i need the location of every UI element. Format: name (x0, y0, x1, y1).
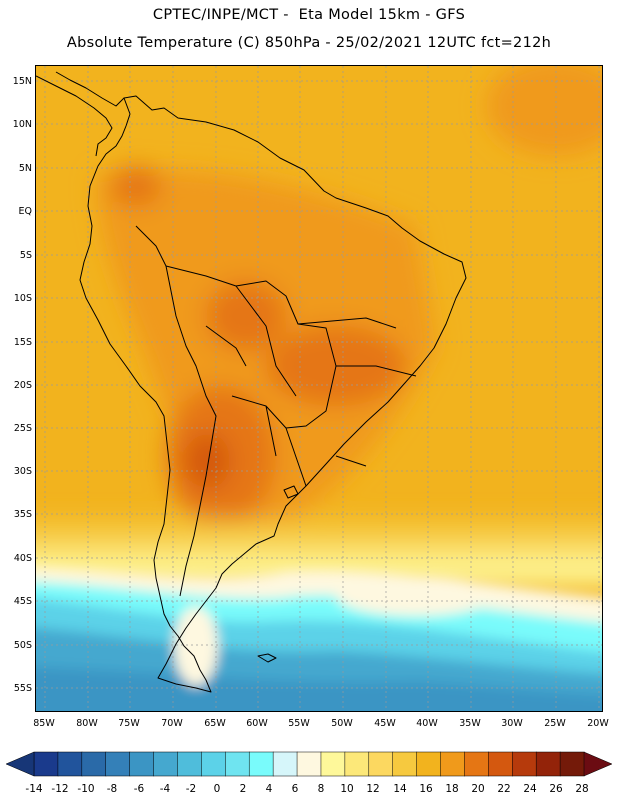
colorbar-label: 24 (523, 783, 537, 795)
map-panel[interactable] (35, 65, 603, 712)
colorbar-cells (33, 751, 585, 777)
central-america-coastline (36, 71, 125, 157)
lon-label: 45W (374, 718, 396, 729)
lon-label: 65W (204, 718, 226, 729)
colorbar-cell (296, 751, 322, 777)
colorbar-label: 18 (445, 783, 459, 795)
lat-label: 10S (13, 293, 32, 304)
colorbar-cell (272, 751, 298, 777)
colorbar-label: -4 (159, 783, 171, 795)
colorbar-label: 6 (291, 783, 299, 795)
colorbar-cell (153, 751, 179, 777)
colorbar-label: 22 (497, 783, 511, 795)
colorbar-cell (201, 751, 226, 777)
temperature-map (36, 66, 602, 711)
colorbar-label: 0 (213, 783, 221, 795)
lon-label: 55W (288, 718, 310, 729)
colorbar-under-arrow (5, 751, 35, 777)
colorbar-label: -2 (185, 783, 197, 795)
lon-label: 80W (76, 718, 98, 729)
colorbar-cell (105, 751, 131, 777)
colorbar-label: -12 (51, 783, 69, 795)
colorbar-label: 8 (317, 783, 325, 795)
lon-label: 25W (544, 718, 566, 729)
colorbar-label: 20 (471, 783, 485, 795)
lat-label: 40S (13, 553, 32, 564)
colorbar-label: -14 (25, 783, 43, 795)
title-line-2: Absolute Temperature (C) 850hPa - 25/02/… (66, 35, 552, 51)
south-america-coastline (79, 95, 467, 693)
lon-label: 60W (246, 718, 268, 729)
lat-label: EQ (18, 206, 32, 217)
colorbar-over-arrow (583, 751, 613, 777)
colorbar-cell (416, 751, 442, 777)
colorbar-cell (344, 751, 370, 777)
lon-label: 75W (118, 718, 140, 729)
lat-label: 50S (13, 640, 32, 651)
lon-label: 30W (501, 718, 523, 729)
colorbar-cell (464, 751, 489, 777)
lon-label: 40W (416, 718, 438, 729)
colorbar-cell (368, 751, 394, 777)
colorbar-label: -10 (77, 783, 95, 795)
lat-label: 35S (13, 509, 32, 520)
colorbar-cell (225, 751, 250, 777)
lat-label: 5N (18, 163, 32, 174)
colorbar-label: 2 (239, 783, 247, 795)
lat-label: 5S (19, 250, 32, 261)
lat-label: 25S (13, 423, 32, 434)
colorbar-cell (488, 751, 513, 777)
interior-borders (205, 285, 417, 487)
lon-label: 35W (459, 718, 481, 729)
lat-label: 45S (13, 596, 32, 607)
colorbar-cell (440, 751, 465, 777)
colorbar-label: -8 (106, 783, 118, 795)
colorbar-label: 14 (393, 783, 407, 795)
colorbar-cell (248, 751, 274, 777)
colorbar-label: 16 (419, 783, 433, 795)
colorbar-label: -6 (133, 783, 145, 795)
lat-label: 30S (13, 466, 32, 477)
colorbar-cell (177, 751, 202, 777)
lat-label: 10N (12, 119, 32, 130)
colorbar-cell (512, 751, 537, 777)
lon-label: 85W (33, 718, 55, 729)
colorbar-label: 28 (575, 783, 589, 795)
lon-label: 20W (587, 718, 609, 729)
colorbar-cell (535, 751, 561, 777)
title-line-1: CPTEC/INPE/MCT - Eta Model 15km - GFS (152, 7, 466, 23)
lon-label: 70W (161, 718, 183, 729)
colorbar-cell (320, 751, 346, 777)
colorbar-label: 12 (366, 783, 380, 795)
lagoa (283, 485, 299, 499)
andes-border (135, 225, 217, 597)
colorbar-label: 26 (549, 783, 563, 795)
lat-label: 20S (13, 380, 32, 391)
colorbar-cell (559, 751, 585, 777)
falklands (257, 653, 277, 663)
lat-label: 15S (13, 337, 32, 348)
lon-label: 50W (331, 718, 353, 729)
colorbar-label: 4 (265, 783, 273, 795)
coastlines-borders (36, 71, 467, 693)
colorbar (5, 751, 613, 777)
colorbar-cell (81, 751, 107, 777)
brazil-border (165, 265, 337, 429)
colorbar-cell (33, 751, 59, 777)
lat-label: 55S (13, 683, 32, 694)
colorbar-cell (57, 751, 83, 777)
temperature-field (36, 66, 602, 711)
colorbar-label: 10 (340, 783, 354, 795)
colorbar-cell (392, 751, 418, 777)
lat-label: 15N (12, 76, 32, 87)
colorbar-cell (129, 751, 155, 777)
